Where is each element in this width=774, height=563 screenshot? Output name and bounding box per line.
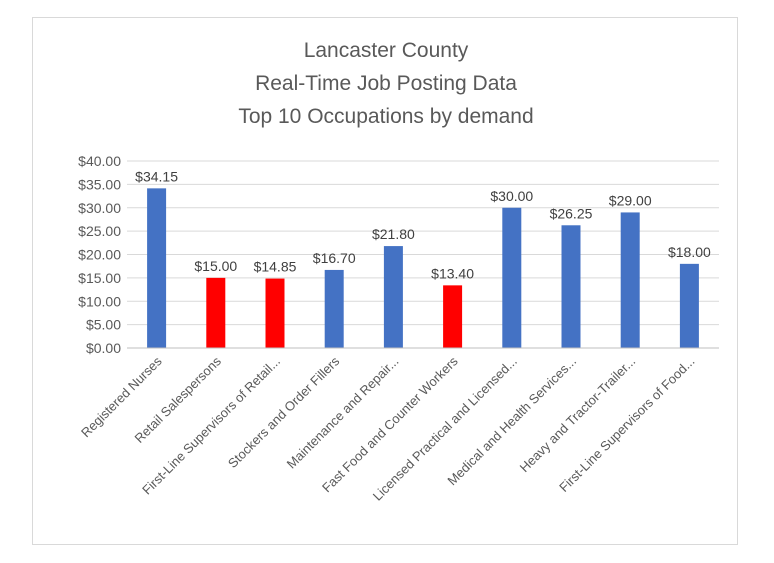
data-labels: $34.15 $15.00 $14.85 $16.70 $21.80 $13.40 $30.… xyxy=(135,168,711,281)
y-tick-label: $20.00 xyxy=(78,247,121,263)
data-label: $18.00 xyxy=(668,244,711,260)
bar xyxy=(561,225,581,348)
y-tick-label: $35.00 xyxy=(78,176,121,192)
x-category-label: Stockers and Order Fillers xyxy=(225,353,343,471)
y-tick-label: $10.00 xyxy=(78,293,121,309)
y-tick-label: $25.00 xyxy=(78,223,121,239)
data-label: $21.80 xyxy=(372,226,415,242)
x-category-label: Medical and Health Services... xyxy=(444,354,579,489)
bar xyxy=(383,246,403,348)
y-axis-tick-labels: $0.00 $5.00 $10.00 $15.00 $20.00 $25.00 $30.00… xyxy=(78,153,121,356)
y-tick-label: $5.00 xyxy=(86,317,121,333)
gridlines xyxy=(127,160,719,326)
bar xyxy=(265,278,285,348)
chart-title-line: Real-Time Job Posting Data xyxy=(255,72,517,95)
bar xyxy=(443,285,463,348)
bar xyxy=(679,263,699,348)
chart-title-line: Lancaster County xyxy=(304,39,469,62)
bar xyxy=(502,207,522,348)
bar xyxy=(620,212,640,348)
x-category-label: Heavy and Tractor-Trailer... xyxy=(517,354,639,476)
chart-title-line: Top 10 Occupations by demand xyxy=(238,105,533,128)
bar xyxy=(147,188,167,348)
data-label: $34.15 xyxy=(135,168,178,184)
bar-chart: Lancaster County Real-Time Job Posting Da… xyxy=(78,39,719,504)
y-tick-label: $40.00 xyxy=(78,153,121,169)
bars xyxy=(147,188,699,348)
x-category-label: Maintenance and Repair... xyxy=(284,354,402,472)
y-tick-label: $15.00 xyxy=(78,270,121,286)
y-tick-label: $30.00 xyxy=(78,200,121,216)
bar xyxy=(206,277,226,348)
bar xyxy=(324,269,344,348)
chart-frame: Lancaster County Real-Time Job Posting Da… xyxy=(32,17,738,545)
data-label: $14.85 xyxy=(254,259,297,275)
data-label: $26.25 xyxy=(550,205,593,221)
data-label: $30.00 xyxy=(490,188,533,204)
data-label: $15.00 xyxy=(194,258,237,274)
chart-title: Lancaster County Real-Time Job Posting Da… xyxy=(238,39,533,128)
y-tick-label: $0.00 xyxy=(86,340,121,356)
data-label: $13.40 xyxy=(431,265,474,281)
data-label: $16.70 xyxy=(313,250,356,266)
data-label: $29.00 xyxy=(609,192,652,208)
